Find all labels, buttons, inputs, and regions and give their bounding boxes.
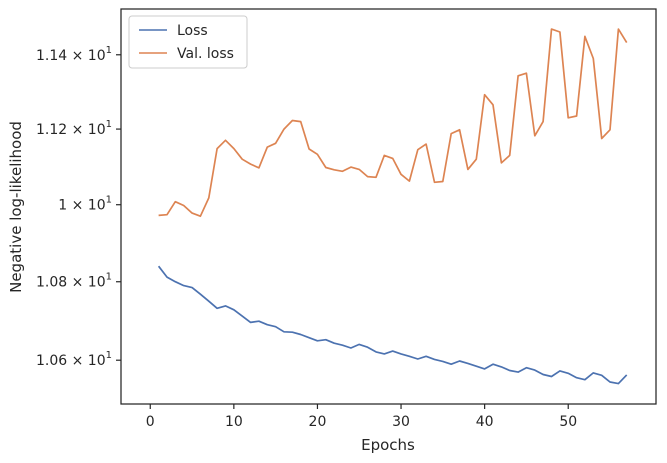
x-axis-ticks: 0 10 20 30 40 50	[146, 404, 577, 430]
y-axis-ticks: 1.06 × 101 1.08 × 101 1 × 101 1.12 × 101 1.1…	[36, 45, 121, 369]
y-tick-label: 1.06 × 101	[36, 350, 112, 369]
plot-frame	[120, 8, 657, 405]
x-tick-label: 20	[309, 414, 327, 430]
legend: Loss Val. loss	[128, 15, 248, 69]
x-tick-label: 50	[559, 414, 577, 430]
y-tick-label: 1.14 × 101	[36, 45, 112, 64]
legend-label-val-loss: Val. loss	[177, 46, 234, 62]
legend-box	[128, 15, 248, 69]
y-axis-label: Negative log-likelihood	[7, 121, 25, 293]
y-tick-label: 1.08 × 101	[36, 272, 112, 291]
series-layer	[157, 28, 628, 385]
x-tick-label: 40	[476, 414, 494, 430]
y-tick-label: 1 × 101	[58, 195, 112, 214]
series-line-0	[157, 265, 628, 385]
legend-label-loss: Loss	[177, 23, 208, 39]
series-line-1	[158, 28, 628, 218]
x-tick-label: 0	[146, 414, 155, 430]
x-tick-label: 30	[392, 414, 410, 430]
x-tick-label: 10	[225, 414, 243, 430]
y-tick-label: 1.12 × 101	[36, 119, 112, 138]
x-axis-label: Epochs	[361, 436, 415, 454]
